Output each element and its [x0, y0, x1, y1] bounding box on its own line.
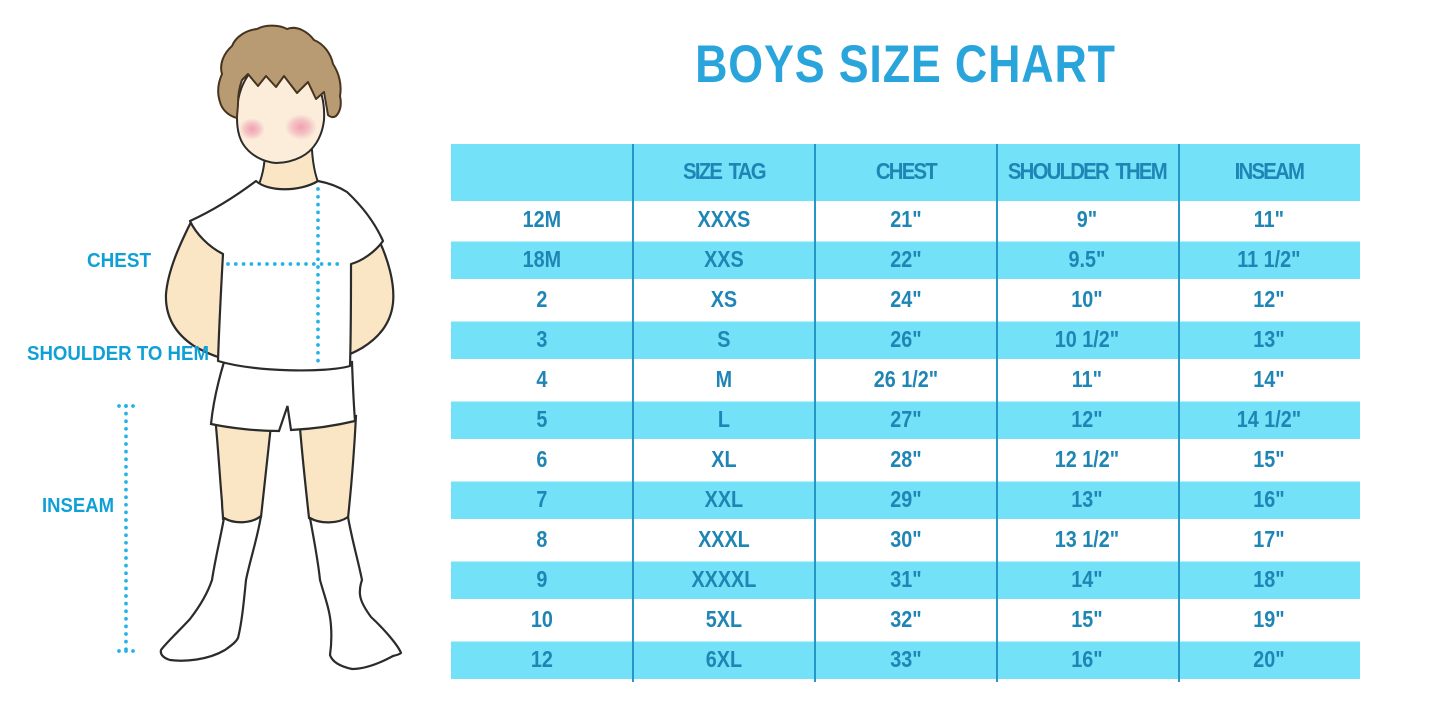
svg-text:SHOULDER TO HEM: SHOULDER TO HEM [27, 343, 209, 365]
svg-text:INSEAM: INSEAM [42, 495, 114, 517]
svg-text:CHEST: CHEST [87, 250, 151, 272]
